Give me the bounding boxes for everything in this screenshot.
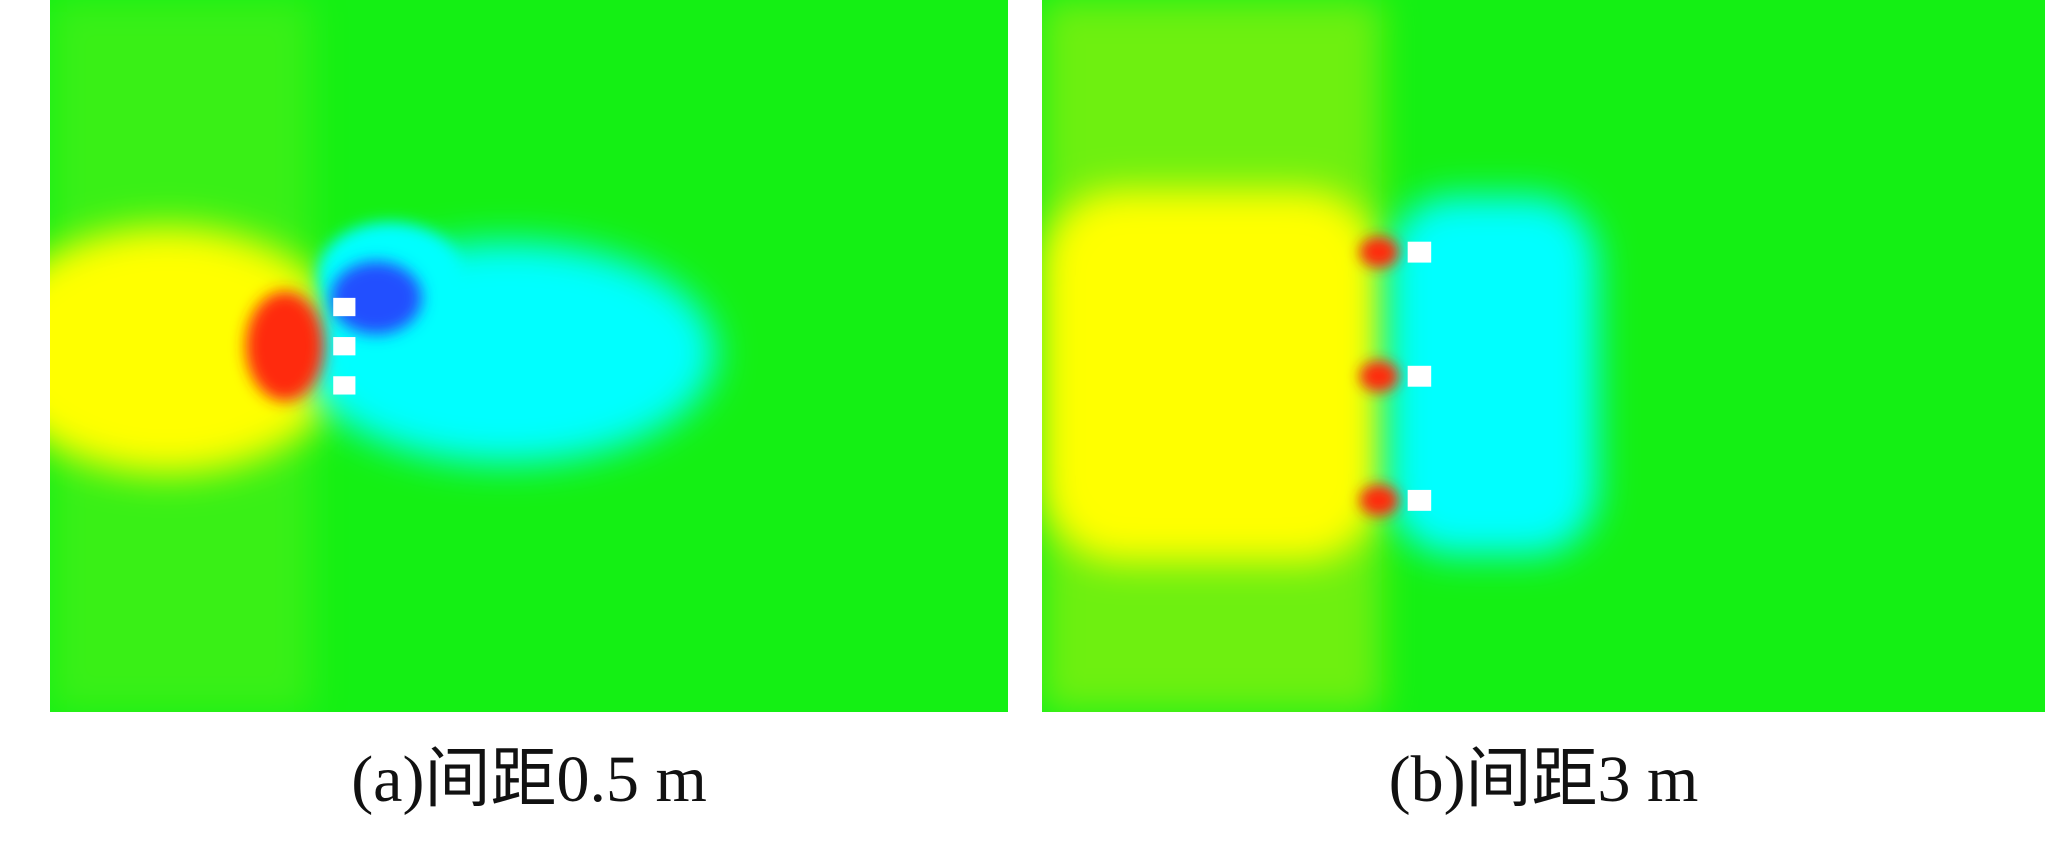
caption: (a)间距0.5 m — [351, 743, 707, 816]
contour-panel-b — [1042, 0, 2045, 712]
caption: (b)间距3 m — [1388, 743, 1699, 816]
contour-panel-a — [50, 0, 1008, 712]
